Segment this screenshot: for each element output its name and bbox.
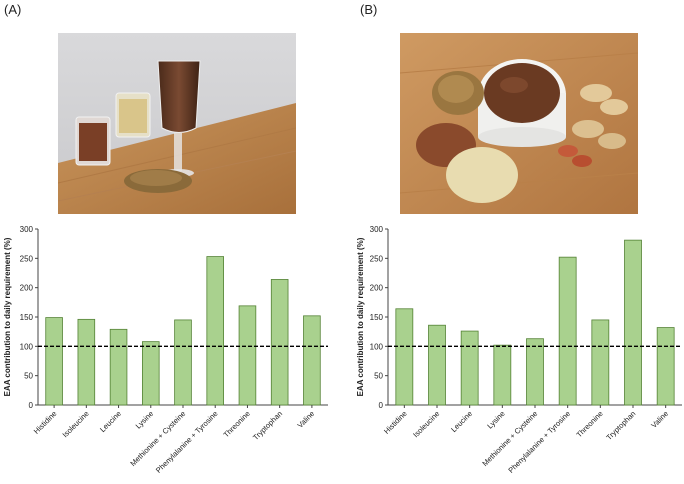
category-label-a-1: Isoleucine (60, 409, 90, 439)
panel-label-b: (B) (360, 2, 378, 17)
y-tick-label-b-50: 50 (374, 372, 383, 381)
y-tick-label-b-100: 100 (370, 342, 384, 351)
y-axis-label-a: EAA contribution to daily requirement (%… (3, 237, 12, 396)
category-label-a-8: Valine (296, 409, 317, 430)
category-label-b-4: Methionine + Cysteine (480, 409, 539, 468)
bar-b-2 (460, 330, 479, 406)
category-label-a-5: Phenylalanine + Tyrosine (154, 409, 220, 475)
bar-a-0 (45, 317, 63, 406)
category-label-b-0: Histidine (382, 409, 409, 436)
y-tick-label-a-250: 250 (20, 254, 34, 263)
bar-a-4 (174, 319, 192, 406)
bar-b-6 (591, 319, 610, 406)
y-tick-label-a-50: 50 (24, 372, 33, 381)
category-label-b-3: Lysine (485, 409, 507, 431)
y-tick-label-a-200: 200 (20, 284, 34, 293)
y-tick-label-b-300: 300 (370, 225, 384, 234)
photo-a (58, 33, 296, 214)
bar-b-0 (395, 308, 414, 406)
y-tick-label-b-150: 150 (370, 313, 384, 322)
bar-b-4 (526, 338, 544, 406)
y-tick-label-b-0: 0 (379, 401, 384, 410)
category-label-a-7: Tryptophan (251, 409, 284, 442)
category-label-b-2: Leucine (449, 409, 474, 434)
category-label-a-6: Threonine (222, 409, 252, 439)
y-tick-label-a-300: 300 (20, 225, 34, 234)
y-tick-label-a-150: 150 (20, 313, 34, 322)
category-label-b-8: Valine (649, 409, 670, 430)
y-tick-label-b-250: 250 (370, 254, 384, 263)
category-label-b-7: Tryptophan (604, 409, 637, 442)
bar-a-8 (303, 315, 321, 406)
bar-a-5 (206, 256, 225, 406)
bar-a-7 (270, 279, 289, 406)
bar-b-5 (558, 256, 577, 406)
category-label-a-0: Histidine (32, 409, 59, 436)
category-label-b-1: Isoleucine (411, 409, 441, 439)
y-tick-label-b-200: 200 (370, 284, 384, 293)
photo-b (400, 33, 638, 214)
category-label-a-2: Leucine (98, 409, 123, 434)
y-tick-label-a-0: 0 (29, 401, 34, 410)
bar-a-3 (141, 341, 160, 406)
category-label-b-6: Threonine (574, 409, 604, 439)
bar-a-1 (77, 318, 96, 406)
bar-b-1 (428, 324, 446, 406)
category-label-a-4: Methionine + Cysteine (128, 409, 187, 468)
bar-a-6 (238, 305, 257, 406)
category-label-b-5: Phenylalanine + Tyrosine (506, 409, 572, 475)
bar-a-2 (109, 328, 128, 406)
panel-label-a: (A) (4, 2, 22, 17)
bar-b-3 (493, 344, 512, 406)
bar-b-8 (656, 327, 675, 406)
y-axis-label-b: EAA contribution to daily requirement (%… (356, 237, 365, 396)
category-label-a-3: Lysine (134, 409, 156, 431)
y-tick-label-a-100: 100 (20, 342, 34, 351)
bar-b-7 (624, 239, 642, 406)
